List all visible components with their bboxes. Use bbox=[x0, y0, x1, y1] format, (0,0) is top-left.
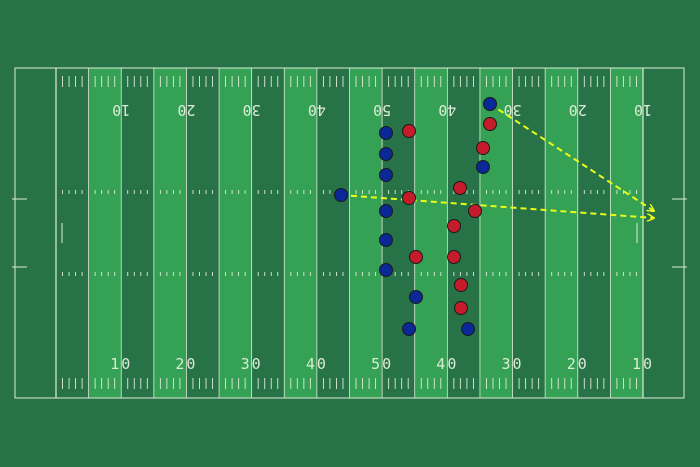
yard-number-top: 50 bbox=[373, 101, 391, 119]
hash-marks bbox=[62, 76, 637, 389]
stripe bbox=[610, 68, 643, 398]
offense-wr-mid bbox=[476, 160, 490, 174]
yard-numbers: 10 20 30 40 50 40 30 20 10 10 20 30 40 50 40 30 20 10 bbox=[110, 101, 654, 373]
routes bbox=[340, 103, 654, 218]
stripe bbox=[153, 68, 187, 398]
defender-d-9 bbox=[447, 250, 461, 264]
stripe bbox=[88, 68, 122, 398]
yard-number-top: 20 bbox=[569, 101, 587, 119]
yard-number-top: 30 bbox=[243, 101, 261, 119]
defender-d-11 bbox=[454, 301, 468, 315]
defender-d-7 bbox=[447, 219, 461, 233]
route-qb bbox=[340, 194, 654, 218]
defender-d-2 bbox=[483, 117, 497, 131]
defender-d-5 bbox=[402, 191, 416, 205]
yard-number-top: 20 bbox=[177, 101, 195, 119]
yard-number-bottom: 30 bbox=[241, 355, 263, 373]
defender-d-1 bbox=[402, 124, 416, 138]
offense-ol-3 bbox=[379, 168, 393, 182]
offense-ol-2 bbox=[379, 147, 393, 161]
stripe bbox=[414, 68, 448, 398]
offense-qb bbox=[334, 188, 348, 202]
yard-number-bottom: 40 bbox=[306, 355, 328, 373]
offense-wr-low bbox=[402, 322, 416, 336]
offense-rb bbox=[409, 290, 423, 304]
yard-number-bottom: 30 bbox=[502, 355, 524, 373]
offense-ol-5 bbox=[379, 233, 393, 247]
yard-number-bottom: 40 bbox=[436, 355, 458, 373]
offense-ol-6 bbox=[379, 263, 393, 277]
yard-number-bottom: 20 bbox=[567, 355, 589, 373]
stripe bbox=[284, 68, 317, 398]
players bbox=[334, 97, 497, 336]
yard-number-bottom: 10 bbox=[632, 355, 654, 373]
field-lines bbox=[12, 67, 687, 399]
yard-number-top: 30 bbox=[504, 101, 522, 119]
defender-d-8 bbox=[409, 250, 423, 264]
offense-ol-4 bbox=[379, 204, 393, 218]
defender-d-4 bbox=[453, 181, 467, 195]
offense-ol-1 bbox=[379, 126, 393, 140]
stripe bbox=[349, 68, 383, 398]
yard-number-top: 40 bbox=[438, 101, 456, 119]
yard-number-bottom: 20 bbox=[175, 355, 197, 373]
route-top bbox=[489, 103, 654, 211]
defender-d-6 bbox=[468, 204, 482, 218]
defender-d-3 bbox=[476, 141, 490, 155]
stripe bbox=[545, 68, 578, 398]
offense-wr-bottom bbox=[461, 322, 475, 336]
yard-number-top: 40 bbox=[308, 101, 326, 119]
yard-number-top: 10 bbox=[634, 101, 652, 119]
stripe bbox=[219, 68, 252, 398]
yard-number-top: 10 bbox=[112, 101, 130, 119]
defender-d-10 bbox=[454, 278, 468, 292]
yard-number-bottom: 50 bbox=[371, 355, 393, 373]
yard-number-bottom: 10 bbox=[110, 355, 132, 373]
offense-wr-top bbox=[483, 97, 497, 111]
